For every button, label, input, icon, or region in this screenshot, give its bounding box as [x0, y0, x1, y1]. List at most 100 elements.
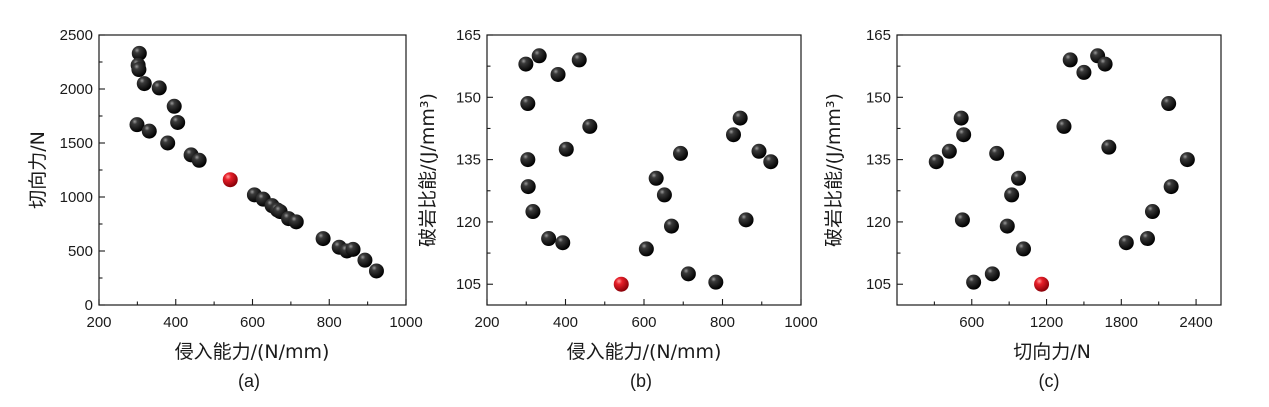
x-axis-label-b: 侵入能力/(N/mm)	[567, 341, 722, 363]
highlight-point-c-0	[1034, 276, 1050, 292]
x-tick-label-a-4: 1000	[389, 314, 422, 331]
data-point-c-0	[928, 154, 944, 170]
data-point-c-17	[1101, 139, 1117, 155]
data-point-b-7	[520, 152, 536, 168]
data-point-a-11	[191, 152, 207, 168]
data-point-b-6	[558, 141, 574, 157]
data-point-a-5	[166, 98, 182, 114]
data-point-b-17	[680, 266, 696, 282]
data-point-c-19	[1139, 231, 1155, 247]
y-tick-label-a-3: 1500	[60, 135, 93, 152]
chart-panel-b: 200 400 600 800 1000 105 120 135 150 165 侵入能力/(N/…	[417, 27, 818, 391]
data-point-c-3	[956, 127, 972, 143]
y-tick-label-c-1: 120	[866, 214, 891, 231]
data-point-b-20	[732, 110, 748, 126]
data-point-c-5	[966, 274, 982, 290]
data-point-b-19	[725, 127, 741, 143]
data-point-b-9	[525, 204, 541, 220]
y-tick-label-c-2: 135	[866, 152, 891, 169]
plot-frame-c	[896, 34, 1222, 306]
y-tick-label-a-5: 2500	[60, 27, 93, 44]
data-point-b-10	[541, 231, 557, 247]
data-point-b-3	[571, 52, 587, 68]
x-tick-label-c-1: 1200	[1030, 314, 1063, 331]
x-tick-label-c-0: 600	[959, 314, 984, 331]
data-point-b-2	[550, 66, 566, 82]
data-point-c-2	[953, 110, 969, 126]
y-tick-label-b-2: 135	[456, 152, 481, 169]
y-tick-label-a-1: 500	[68, 243, 93, 260]
data-point-c-8	[999, 218, 1015, 234]
x-tick-label-b-3: 800	[710, 314, 735, 331]
data-point-a-9	[160, 135, 176, 151]
y-tick-label-b-0: 105	[456, 276, 481, 293]
data-point-b-16	[673, 145, 689, 161]
data-point-c-7	[989, 145, 1005, 161]
x-tick-label-b-1: 400	[553, 314, 578, 331]
data-point-b-12	[638, 241, 654, 257]
x-tick-label-a-2: 600	[240, 314, 265, 331]
data-point-c-23	[1179, 152, 1195, 168]
data-point-a-8	[141, 123, 157, 139]
data-point-c-16	[1097, 56, 1113, 72]
data-point-a-4	[151, 80, 167, 96]
data-point-c-12	[1056, 118, 1072, 134]
data-point-c-1	[941, 143, 957, 159]
data-point-c-14	[1076, 64, 1092, 80]
panel-label-a: (a)	[238, 371, 260, 391]
plot-frame-a	[98, 34, 407, 306]
highlight-point-b-0	[613, 276, 629, 292]
x-tick-label-a-3: 800	[317, 314, 342, 331]
chart-panel-c: 600 1200 1800 2400 105 120 135 150 165 切向力/N 破岩比…	[823, 27, 1222, 391]
data-point-b-5	[582, 118, 598, 134]
y-tick-label-b-1: 120	[456, 214, 481, 231]
plot-frame-b	[486, 34, 802, 306]
data-point-b-21	[738, 212, 754, 228]
data-point-c-11	[1015, 241, 1031, 257]
x-tick-label-b-4: 1000	[784, 314, 817, 331]
highlight-point-a-0	[222, 172, 238, 188]
data-point-b-14	[656, 187, 672, 203]
data-point-c-10	[1011, 170, 1026, 186]
data-point-c-4	[954, 212, 970, 228]
y-tick-label-a-0: 0	[85, 297, 93, 314]
x-tick-label-a-0: 200	[86, 314, 111, 331]
x-tick-label-c-2: 1800	[1105, 314, 1138, 331]
data-point-a-6	[170, 114, 186, 130]
x-axis-label-a: 侵入能力/(N/mm)	[175, 341, 330, 363]
y-tick-label-c-4: 165	[866, 27, 891, 44]
data-point-a-2	[131, 62, 147, 78]
panel-label-c: (c)	[1039, 371, 1060, 391]
data-point-b-11	[555, 235, 571, 251]
y-axis-label-c: 破岩比能/(J/mm³)	[823, 93, 845, 247]
data-point-b-8	[520, 179, 536, 195]
data-point-b-15	[663, 218, 679, 234]
data-point-b-23	[763, 154, 779, 170]
y-tick-label-c-0: 105	[866, 276, 891, 293]
y-axis-label-b: 破岩比能/(J/mm³)	[417, 93, 439, 247]
data-point-a-24	[368, 263, 384, 279]
x-axis-label-c: 切向力/N	[1013, 341, 1091, 363]
data-point-a-7	[129, 117, 145, 133]
data-point-a-22	[345, 241, 361, 257]
panel-label-b: (b)	[630, 371, 652, 391]
data-point-a-3	[136, 76, 152, 92]
y-axis-label-a: 切向力/N	[27, 131, 49, 209]
data-point-b-4	[520, 96, 536, 112]
data-point-c-22	[1163, 179, 1179, 195]
data-point-b-1	[531, 48, 547, 64]
y-tick-label-b-4: 165	[456, 27, 481, 44]
x-tick-label-b-0: 200	[474, 314, 499, 331]
data-point-c-20	[1144, 204, 1160, 220]
x-tick-label-b-2: 600	[631, 314, 656, 331]
data-point-a-18	[288, 214, 304, 230]
y-tick-label-c-3: 150	[866, 89, 891, 106]
y-tick-label-a-4: 2000	[60, 81, 93, 98]
data-point-b-18	[708, 274, 724, 290]
y-tick-label-a-2: 1000	[60, 189, 93, 206]
chart-panel-a: 200 400 600 800 1000 0 500 1000 1500 2000 2500 侵入能…	[27, 27, 423, 391]
data-point-c-13	[1062, 52, 1078, 68]
data-point-c-21	[1161, 96, 1177, 112]
data-point-c-6	[984, 266, 1000, 282]
